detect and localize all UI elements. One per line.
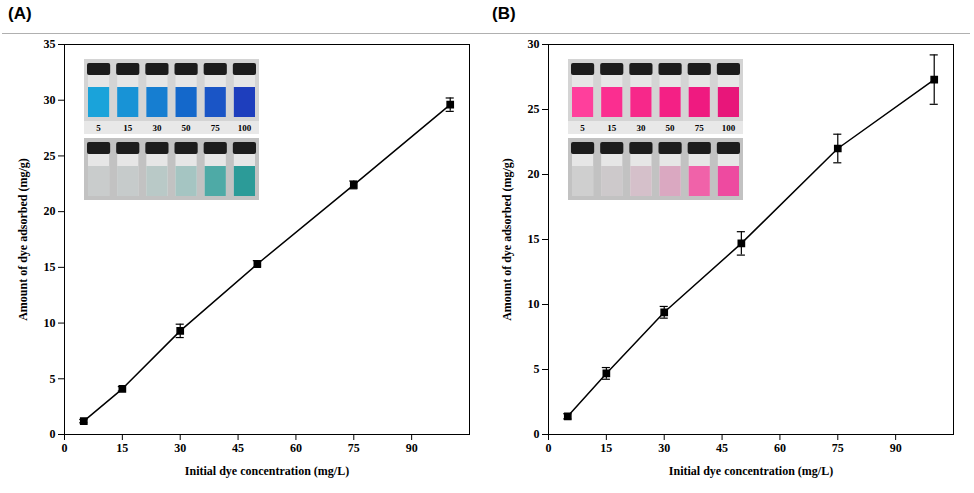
svg-text:30: 30 xyxy=(152,123,162,133)
svg-text:75: 75 xyxy=(832,441,844,455)
svg-text:75: 75 xyxy=(348,441,360,455)
svg-text:0: 0 xyxy=(50,427,56,441)
svg-text:50: 50 xyxy=(666,123,676,133)
svg-text:15: 15 xyxy=(528,232,540,246)
svg-text:10: 10 xyxy=(528,297,540,311)
svg-text:0: 0 xyxy=(546,441,552,455)
svg-text:5: 5 xyxy=(50,372,56,386)
svg-text:15: 15 xyxy=(600,441,612,455)
svg-text:75: 75 xyxy=(211,123,221,133)
svg-text:35: 35 xyxy=(44,37,56,51)
svg-text:15: 15 xyxy=(607,123,617,133)
svg-text:30: 30 xyxy=(658,441,670,455)
svg-text:30: 30 xyxy=(636,123,646,133)
svg-text:30: 30 xyxy=(528,37,540,51)
svg-text:20: 20 xyxy=(44,204,56,218)
svg-text:25: 25 xyxy=(528,102,540,116)
svg-text:100: 100 xyxy=(238,123,252,133)
svg-text:60: 60 xyxy=(290,441,302,455)
svg-text:15: 15 xyxy=(116,441,128,455)
svg-text:60: 60 xyxy=(774,441,786,455)
svg-text:90: 90 xyxy=(890,441,902,455)
svg-text:0: 0 xyxy=(534,427,540,441)
html-text:(A): (A) xyxy=(8,4,32,23)
svg-text:25: 25 xyxy=(44,149,56,163)
svg-text:20: 20 xyxy=(528,167,540,181)
svg-text:Initial dye concentration (mg/: Initial dye concentration (mg/L) xyxy=(185,464,349,478)
svg-text:50: 50 xyxy=(182,123,192,133)
svg-text:45: 45 xyxy=(716,441,728,455)
svg-text:Amount of dye adsorbed (mg/g): Amount of dye adsorbed (mg/g) xyxy=(500,158,514,321)
svg-text:15: 15 xyxy=(44,260,56,274)
svg-text:45: 45 xyxy=(232,441,244,455)
svg-text:0: 0 xyxy=(62,441,68,455)
svg-text:5: 5 xyxy=(96,123,101,133)
svg-text:5: 5 xyxy=(580,123,585,133)
svg-text:100: 100 xyxy=(722,123,736,133)
svg-text:15: 15 xyxy=(123,123,133,133)
svg-text:Initial dye concentration (mg/: Initial dye concentration (mg/L) xyxy=(669,464,833,478)
svg-text:90: 90 xyxy=(406,441,418,455)
svg-text:5: 5 xyxy=(534,362,540,376)
svg-text:30: 30 xyxy=(44,93,56,107)
svg-text:10: 10 xyxy=(44,316,56,330)
svg-text:Amount of dye adsorbed (mg/g): Amount of dye adsorbed (mg/g) xyxy=(16,158,30,321)
svg-text:75: 75 xyxy=(695,123,705,133)
html-text:(B): (B) xyxy=(492,4,516,23)
svg-text:30: 30 xyxy=(174,441,186,455)
